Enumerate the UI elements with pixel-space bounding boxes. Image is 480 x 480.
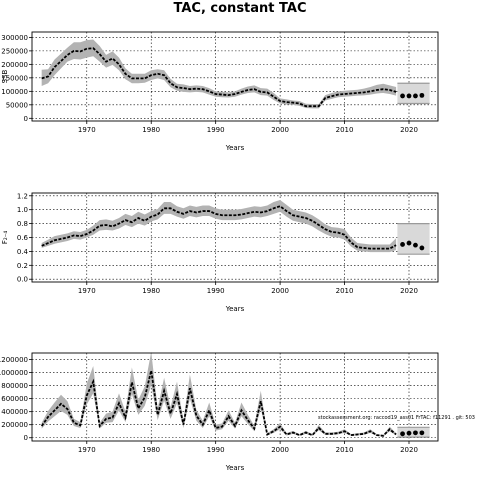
x-tick-label: 2010 xyxy=(336,446,354,454)
y-tick-label: 600000 xyxy=(1,395,28,403)
x-tick-label: 1990 xyxy=(207,287,225,295)
x-tick-label: 1970 xyxy=(78,126,96,134)
y-tick-label: 200000 xyxy=(1,61,28,69)
y-tick-label: 150000 xyxy=(1,74,28,82)
y-tick-label: 0.4 xyxy=(17,248,29,256)
x-tick-label: 1970 xyxy=(78,446,96,454)
y-tick-label: 0.0 xyxy=(17,276,28,284)
y-tick-label: 300000 xyxy=(1,34,28,42)
x-tick-label: 2000 xyxy=(271,126,289,134)
y-tick-label: 0.6 xyxy=(17,234,29,242)
y-tick-label: 0 xyxy=(24,115,28,123)
y-axis-title: SSB xyxy=(1,69,9,83)
projection-point xyxy=(406,93,412,99)
projection-point xyxy=(413,430,418,436)
x-axis-title: Years xyxy=(225,464,245,472)
x-axis-title: Years xyxy=(225,305,245,313)
y-tick-label: 250000 xyxy=(1,47,28,55)
y-tick-label: 50000 xyxy=(6,101,28,109)
projection-point xyxy=(419,245,425,251)
x-tick-label: 2020 xyxy=(400,446,418,454)
projection-point xyxy=(413,242,418,248)
plot-frame xyxy=(31,31,439,122)
y-tick-label: 1200000 xyxy=(0,356,28,364)
projection-point xyxy=(419,430,425,436)
figure-title: TAC, constant TAC xyxy=(173,1,307,16)
x-axis-title: Years xyxy=(225,144,245,152)
x-tick-label: 2020 xyxy=(400,287,418,295)
x-tick-label: 2000 xyxy=(271,287,289,295)
y-tick-label: 1.2 xyxy=(17,192,28,200)
projection-point xyxy=(413,93,418,99)
y-tick-label: 1000000 xyxy=(0,369,28,377)
annotation-text: stockassessment.org: raccod19_ass01 FrTA… xyxy=(318,415,475,421)
y-tick-label: 0.8 xyxy=(17,220,28,228)
projection-point xyxy=(400,93,405,99)
y-axis-title: F₂₋₄ xyxy=(1,231,9,245)
x-tick-label: 2020 xyxy=(400,126,418,134)
y-tick-label: 800000 xyxy=(1,382,28,390)
estimate-line xyxy=(41,47,397,108)
y-tick-label: 0.2 xyxy=(17,262,28,270)
y-tick-label: 200000 xyxy=(1,421,28,429)
projection-point xyxy=(406,430,412,436)
x-tick-label: 2010 xyxy=(336,126,354,134)
projection-point xyxy=(406,240,412,246)
y-tick-label: 0 xyxy=(24,434,28,442)
x-tick-label: 1990 xyxy=(207,446,225,454)
projection-band xyxy=(397,223,430,255)
panel-2: 1970 1980 1990 2000 2010 2020 0.0 0.2 0.4 0.6 0.8 1… xyxy=(1,192,439,313)
projection-band xyxy=(397,83,430,104)
x-tick-label: 1990 xyxy=(207,126,225,134)
estimate-line xyxy=(40,370,397,437)
projection-point xyxy=(400,242,405,247)
y-tick-label: 400000 xyxy=(1,408,28,416)
confidence-band xyxy=(41,199,397,253)
x-tick-label: 2000 xyxy=(271,446,289,454)
y-tick-label: 100000 xyxy=(1,88,28,96)
x-tick-label: 1970 xyxy=(78,287,96,295)
x-tick-label: 1980 xyxy=(142,287,160,295)
projection-point xyxy=(419,92,425,98)
panel-1: 1970 1980 1990 2000 2010 2020 0 50000 100000 1500… xyxy=(1,31,439,152)
x-tick-label: 1980 xyxy=(142,446,160,454)
plot-frame xyxy=(31,352,439,442)
estimate-line xyxy=(41,205,397,250)
panel-3: 1970 1980 1990 2000 2010 2020 0 200000 400000 600… xyxy=(0,351,475,472)
x-tick-label: 1980 xyxy=(142,126,160,134)
projection-point xyxy=(400,431,405,437)
y-tick-label: 1.0 xyxy=(17,206,28,214)
x-tick-label: 2010 xyxy=(336,287,354,295)
